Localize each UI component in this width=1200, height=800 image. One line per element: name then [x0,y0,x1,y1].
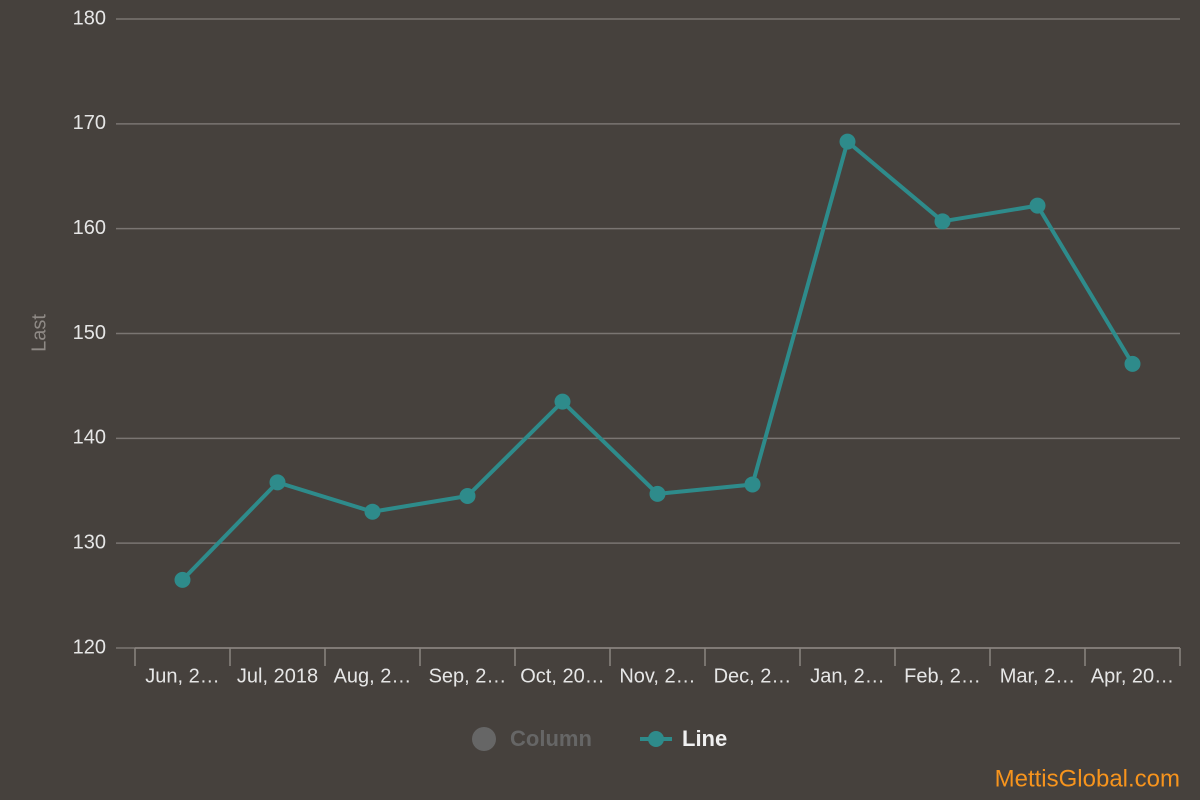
x-tick-label: Jul, 2018 [237,665,318,687]
legend-symbol[interactable] [472,727,496,751]
y-axis-title: Last [28,314,50,352]
data-point[interactable] [1124,355,1141,372]
x-tick-label: Apr, 20… [1091,665,1174,687]
data-point[interactable] [269,474,286,491]
credit: MettisGlobal.com [995,765,1180,792]
x-tick-label: Dec, 2… [714,665,792,687]
y-tick-label: 160 [73,217,106,239]
data-point[interactable] [554,393,571,410]
x-tick-label: Jun, 2… [145,665,219,687]
legend-symbol[interactable] [648,731,664,747]
data-point[interactable] [1029,197,1046,214]
x-tick-label: Oct, 20… [520,665,604,687]
y-tick-label: 130 [73,531,106,553]
y-tick-label: 120 [73,636,106,658]
x-tick-label: Feb, 2… [904,665,981,687]
y-tick-label: 180 [73,7,106,29]
x-tick-label: Jan, 2… [810,665,884,687]
y-tick-label: 170 [73,112,106,134]
data-point[interactable] [174,571,191,588]
x-tick-label: Aug, 2… [334,665,412,687]
data-point[interactable] [744,476,761,493]
data-point[interactable] [649,485,666,502]
y-tick-label: 140 [73,427,106,449]
data-point[interactable] [364,503,381,520]
x-tick-label: Nov, 2… [619,665,695,687]
data-point[interactable] [459,487,476,504]
x-tick-label: Mar, 2… [1000,665,1076,687]
legend-label[interactable]: Column [510,726,592,751]
data-point[interactable] [934,213,951,230]
y-tick-label: 150 [73,322,106,344]
legend-label[interactable]: Line [682,726,727,751]
data-point[interactable] [839,133,856,150]
x-tick-label: Sep, 2… [429,665,507,687]
